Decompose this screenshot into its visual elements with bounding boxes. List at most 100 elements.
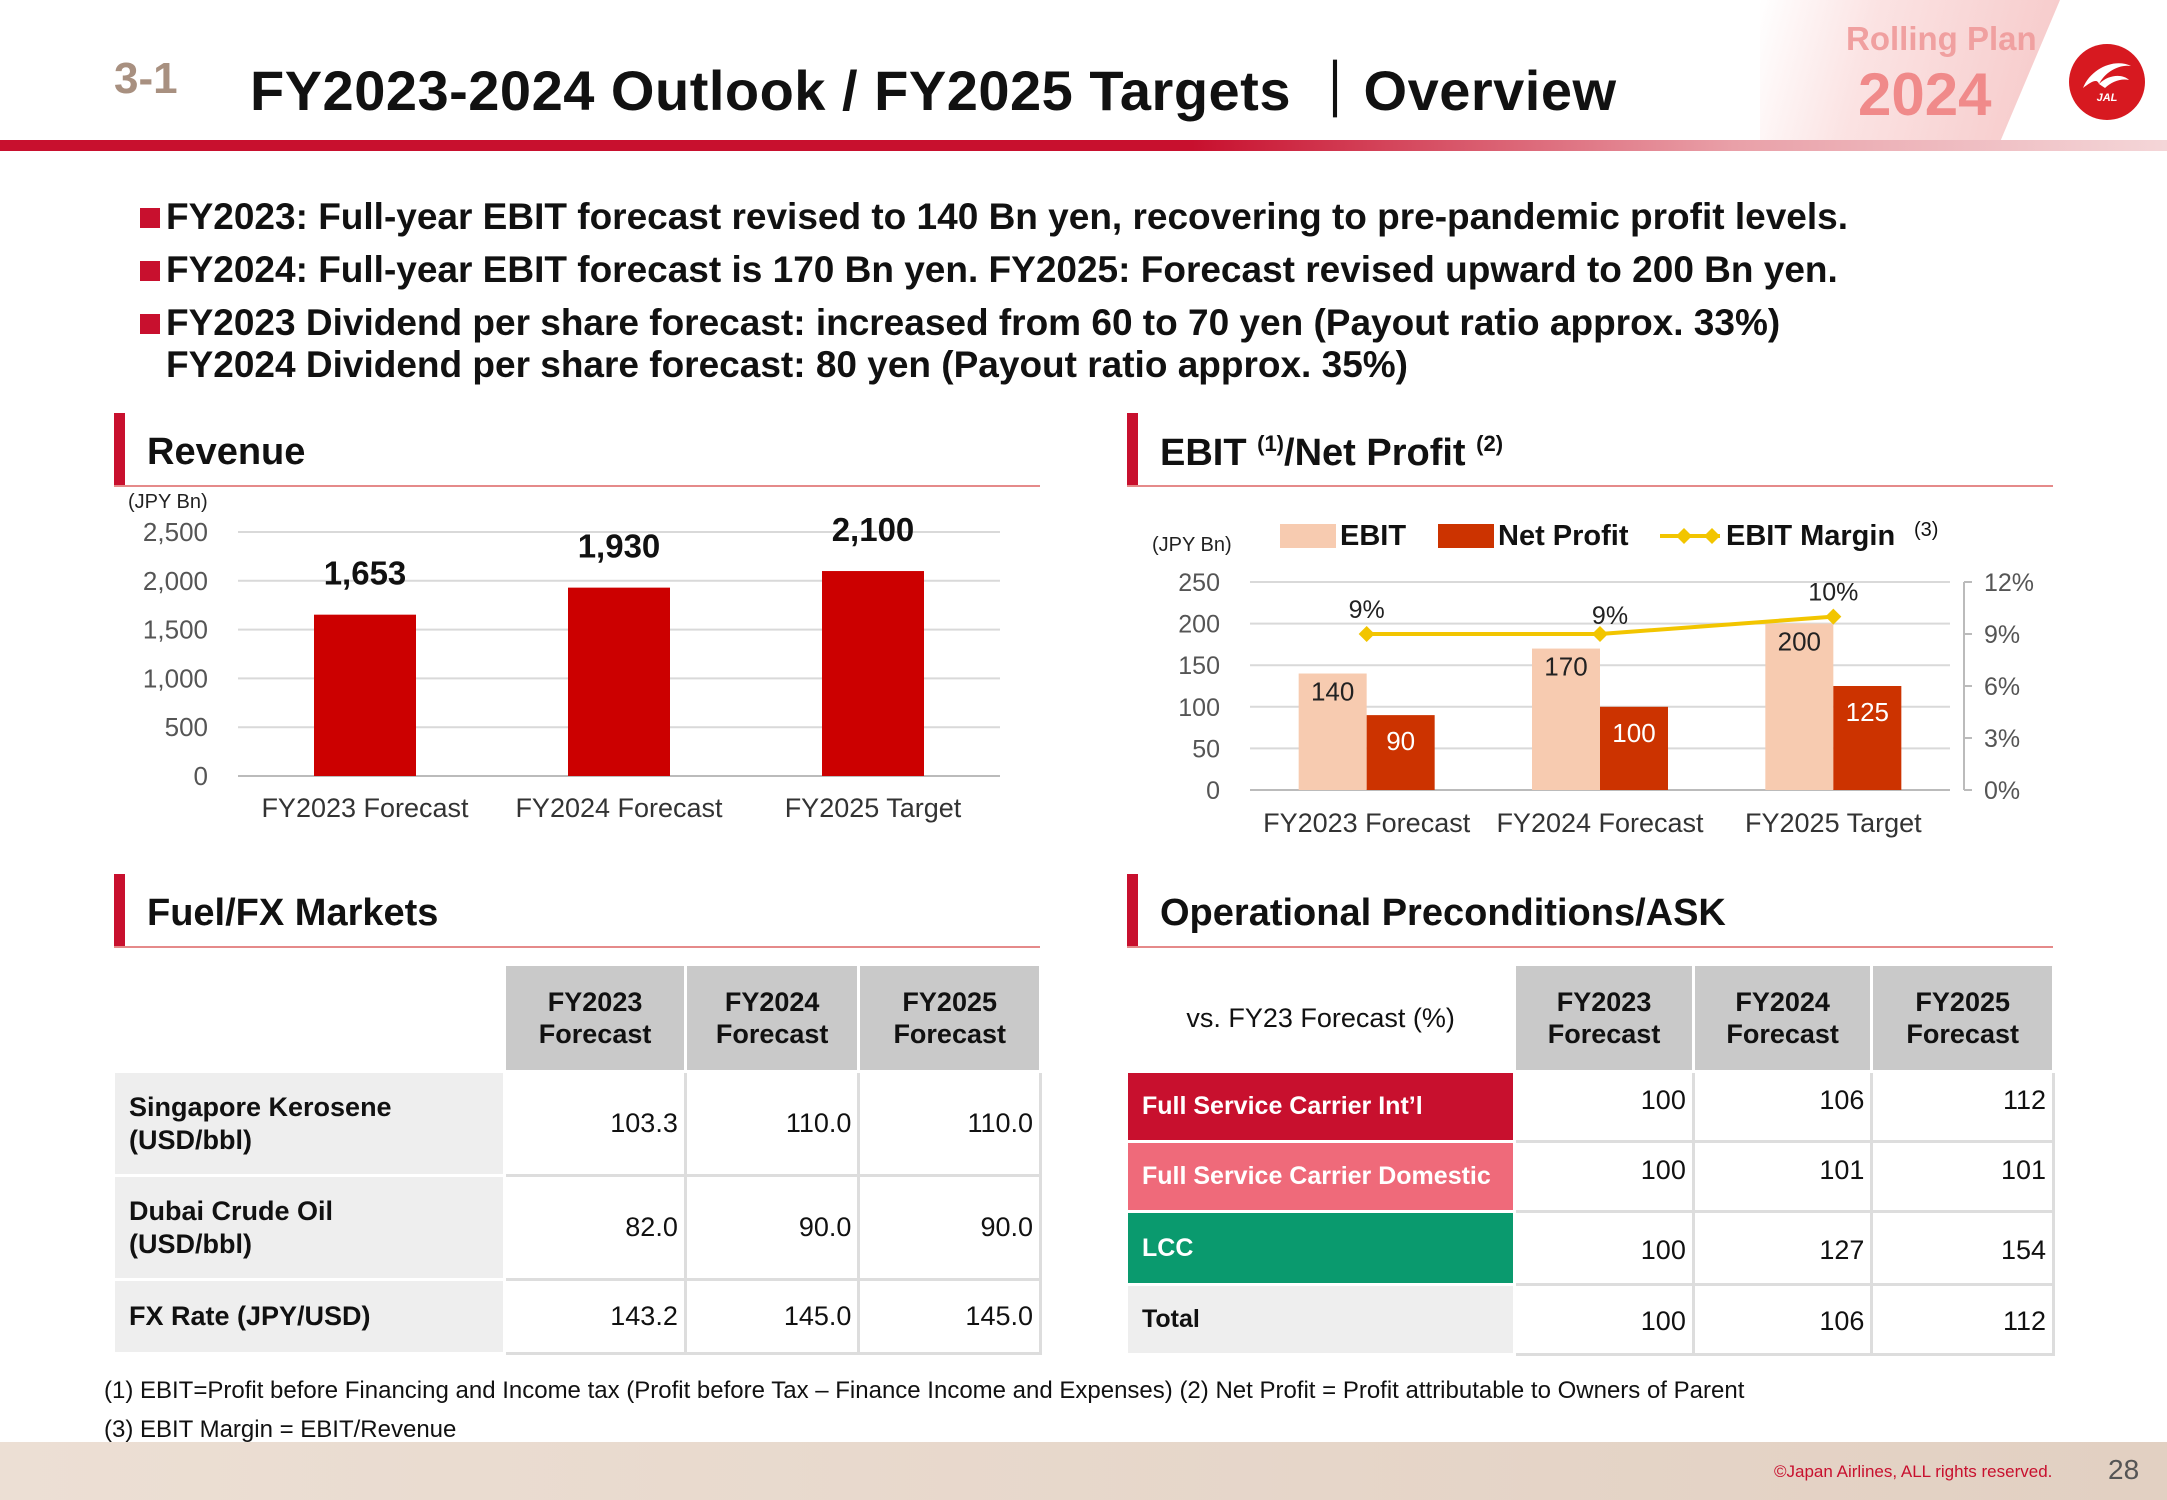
copyright: ©Japan Airlines, ALL rights reserved. [1774,1462,2053,1481]
header-decoration [1760,0,2060,142]
x-tick-label: FY2023 Forecast [1263,808,1471,838]
x-tick-label: FY2023 Forecast [261,793,469,823]
table-cell: 82.0 [503,1174,687,1281]
ebit-margin-label: 9% [1349,596,1385,624]
lead-header: vs. FY23 Forecast (%) [1124,963,1517,1073]
row-label: Singapore Kerosene (USD/bbl) [111,1070,507,1177]
column-header: FY2023 Forecast [1513,963,1695,1073]
y-tick-label: 100 [1178,694,1220,722]
table-cell: 103.3 [503,1070,687,1177]
bullet-text-line2: FY2024 Dividend per share forecast: 80 y… [166,344,1408,385]
y2-tick-label: 0% [1984,777,2020,805]
section-accent-bar [114,874,125,946]
footnote-ref: (1) [1257,431,1285,456]
ebit-bar [1298,673,1367,790]
legend-label-ebit-margin: EBIT Margin [1726,520,1895,552]
bar-value-label: 2,100 [832,511,915,548]
table-cell: 100 [1513,1283,1695,1356]
x-tick-label: FY2024 Forecast [515,793,723,823]
ebit-value-label: 140 [1311,677,1354,707]
bullet-item: FY2023: Full-year EBIT forecast revised … [140,196,2100,238]
footer-band [0,1442,2167,1500]
y-tick-label: 500 [165,712,208,742]
ebit-margin-label: 9% [1592,602,1628,630]
ebit-bar [1532,648,1600,790]
net-profit-value-label: 125 [1846,697,1889,727]
revenue-bar [822,571,924,776]
table-cell: 100 [1513,1070,1695,1143]
y-axis-unit-label: (JPY Bn) [128,491,208,513]
table-cell: 127 [1691,1210,1874,1286]
y-tick-label: 1,000 [143,663,208,693]
footnote: (1) EBIT=Profit before Financing and Inc… [104,1377,1745,1404]
y-tick-label: 200 [1178,611,1220,639]
table-cell: 110.0 [857,1070,1042,1177]
legend-footnote-ref: (3) [1914,519,1938,541]
section-title: Revenue [147,431,306,473]
net-profit-value-label: 100 [1612,718,1655,748]
x-tick-label: FY2025 Target [785,793,962,823]
x-tick-label: FY2024 Forecast [1496,808,1704,838]
revenue-chart: (JPY Bn) 0 500 1,000 1,500 2,000 2,500 1,653 FY2… [128,491,1000,823]
footnote-ref: (2) [1476,431,1504,456]
row-label: FX Rate (JPY/USD) [111,1278,507,1355]
column-header: FY2025 Forecast [857,963,1042,1073]
table-cell: 101 [1870,1140,2055,1213]
revenue-bar [314,614,416,776]
y-tick-label: 150 [1178,652,1220,680]
page-title: FY2023-2024 Outlook / FY2025 Targets ｜Ov… [250,59,1617,122]
bullet-text: FY2023: Full-year EBIT forecast revised … [166,196,1849,237]
table-cell: 145.0 [857,1278,1042,1355]
rolling-plan-label: Rolling Plan [1846,20,2037,57]
bullet-square-icon [140,261,160,281]
table-corner [111,963,507,1073]
y-tick-label: 1,500 [143,615,208,645]
y2-tick-label: 9% [1984,621,2020,649]
table-cell: 100 [1513,1210,1695,1286]
jal-logo: JAL [2069,44,2145,120]
net-profit-bar [1600,706,1668,790]
section-title: EBIT (1)/Net Profit (2) [1160,431,1503,475]
summary-bullets: FY2023: Full-year EBIT forecast revised … [140,196,2100,397]
ebit-value-label: 200 [1778,627,1821,657]
ebit-margin-point [1825,608,1842,625]
segment-label-intl: Full Service Carrier Int’l [1124,1070,1517,1143]
column-header: FY2024 Forecast [683,963,861,1073]
bullet-square-icon [140,314,160,334]
section-number: 3-1 [114,54,178,103]
bullet-text: FY2023 Dividend per share forecast: incr… [166,302,1781,343]
bullet-item: FY2023 Dividend per share forecast: incr… [140,302,2100,386]
rolling-plan-year: 2024 [1858,61,1992,128]
bullet-text: FY2024: Full-year EBIT forecast is 170 B… [166,249,1838,290]
ebit-margin-point [1358,626,1375,642]
y-tick-label: 2,500 [143,517,208,547]
table-row: FX Rate (JPY/USD) 143.2 145.0 145.0 [111,1278,1042,1355]
ebit-margin-label: 10% [1808,579,1858,607]
bullet-item: FY2024: Full-year EBIT forecast is 170 B… [140,249,2100,291]
y-tick-label: 2,000 [143,566,208,596]
bullet-square-icon [140,208,160,228]
y2-tick-label: 12% [1984,569,2034,597]
y2-tick-label: 3% [1984,725,2020,753]
table-cell: 106 [1691,1283,1874,1356]
section-accent-bar [1127,413,1138,485]
section-title: Fuel/FX Markets [147,892,439,934]
table-cell: 112 [1870,1283,2055,1356]
table-row: Dubai Crude Oil (USD/bbl) 82.0 90.0 90.0 [111,1174,1042,1281]
legend-swatch-net-profit [1438,524,1494,548]
bar-value-label: 1,653 [324,555,407,592]
net-profit-bar [1833,686,1902,790]
y-axis-unit-label: (JPY Bn) [1152,534,1232,556]
net-profit-title-part: /Net Profit [1284,432,1477,474]
table-cell: 145.0 [683,1278,861,1355]
section-accent-bar [1127,874,1138,946]
table-row: Total 100 106 112 [1124,1283,2055,1356]
x-tick-label: FY2025 Target [1745,808,1922,838]
table-cell: 100 [1513,1140,1695,1213]
row-label: Dubai Crude Oil (USD/bbl) [111,1174,507,1281]
header-rule [0,140,2167,151]
page-number: 28 [2108,1454,2140,1485]
table-cell: 110.0 [683,1070,861,1177]
legend-swatch-ebit [1280,524,1336,548]
ebit-value-label: 170 [1544,652,1587,682]
